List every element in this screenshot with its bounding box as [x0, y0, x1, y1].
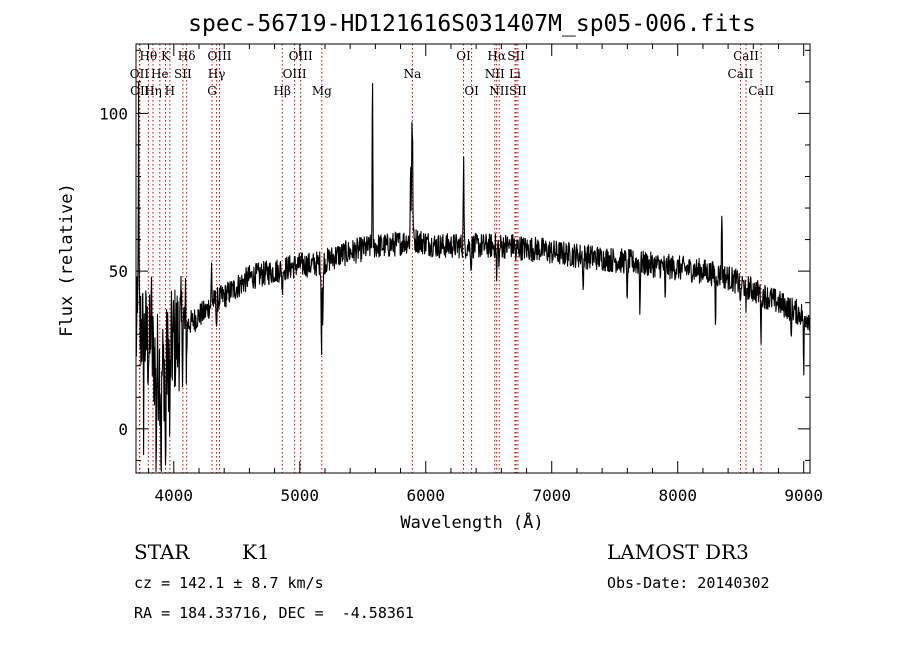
line-label: Li: [509, 67, 521, 81]
line-label: He: [151, 67, 169, 81]
x-tick-label: 4000: [155, 486, 194, 505]
line-label: OI: [464, 84, 479, 98]
line-label: Na: [404, 67, 422, 81]
x-tick-label: 9000: [784, 486, 823, 505]
line-label: Hη: [144, 84, 162, 98]
observation-date: Obs-Date: 20140302: [607, 574, 770, 592]
line-label: OIII: [283, 67, 307, 81]
redshift-value: cz = 142.1 ± 8.7 km/s: [134, 574, 324, 592]
y-axis-label: Flux (relative): [57, 183, 77, 337]
line-label: Hθ: [139, 49, 157, 63]
axis-ticks: 4000 5000 6000 7000 8000 9000 0 50 100: [99, 44, 823, 505]
line-label: OIII: [289, 49, 313, 63]
line-label: OII: [130, 67, 150, 81]
y-tick-label: 0: [118, 420, 128, 439]
line-label: OI: [456, 49, 471, 63]
x-tick-label: 8000: [658, 486, 697, 505]
x-tick-label: 6000: [406, 486, 445, 505]
line-label: Mg: [312, 84, 332, 98]
line-label: Hα: [487, 49, 506, 63]
survey-name: LAMOST DR3: [607, 540, 749, 564]
x-tick-label: 7000: [532, 486, 571, 505]
line-label: Hγ: [208, 67, 226, 81]
x-tick-label: 5000: [281, 486, 320, 505]
line-label: OII: [130, 84, 150, 98]
line-label: Hδ: [178, 49, 196, 63]
line-label: NII: [489, 84, 509, 98]
line-label: K: [161, 49, 171, 63]
object-class: STAR: [134, 540, 190, 564]
y-tick-label: 50: [109, 262, 128, 281]
line-label: G: [207, 84, 217, 98]
line-label: SII: [174, 67, 192, 81]
line-label: CaII: [728, 67, 754, 81]
line-label: NII: [485, 67, 505, 81]
line-label: OIII: [207, 49, 231, 63]
x-axis-label: Wavelength (Å): [400, 511, 543, 533]
line-label: CaII: [748, 84, 774, 98]
y-tick-label: 100: [99, 104, 128, 123]
sky-coordinates: RA = 184.33716, DEC = -4.58361: [134, 604, 414, 622]
line-label: SII: [509, 84, 527, 98]
line-label: SII: [507, 49, 525, 63]
line-label: H: [165, 84, 175, 98]
plot-frame: [135, 43, 811, 474]
spectrum-line: [135, 81, 811, 472]
object-subclass: K1: [242, 540, 270, 564]
line-label: Hβ: [274, 84, 291, 98]
chart-title: spec-56719-HD121616S031407M_sp05-006.fit…: [188, 11, 756, 37]
line-label: CaII: [733, 49, 759, 63]
